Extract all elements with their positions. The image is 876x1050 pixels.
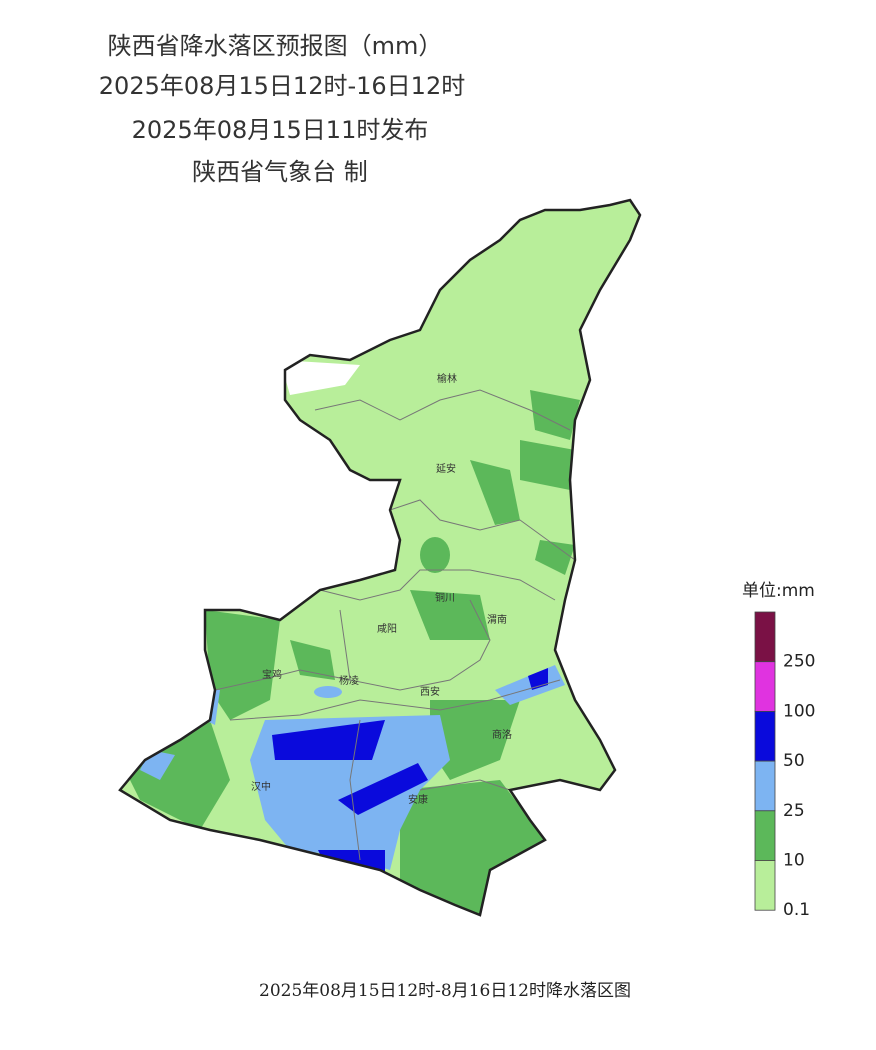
legend-label: 250 xyxy=(783,652,815,672)
legend-label: 10 xyxy=(783,851,805,871)
legend-label: 100 xyxy=(783,701,815,721)
period: 2025年08月15日12时-16日12时 xyxy=(99,72,465,100)
legend-swatch xyxy=(754,661,776,712)
legend-swatch xyxy=(754,711,776,762)
producer: 陕西省气象台 制 xyxy=(192,158,368,186)
city-label: 宝鸡 xyxy=(262,668,282,681)
city-label: 汉中 xyxy=(251,780,271,793)
city-label: 咸阳 xyxy=(377,623,397,635)
city-label: 杨凌 xyxy=(339,674,359,687)
city-boundaries xyxy=(214,389,576,861)
legend-title: 单位:mm xyxy=(742,581,815,601)
city-label: 安康 xyxy=(408,793,428,806)
city-label: 延安 xyxy=(436,462,456,475)
legend: 250 100 50 25 10 0.1 xyxy=(754,611,815,920)
issued: 2025年08月15日11时发布 xyxy=(132,116,429,144)
legend-label: 25 xyxy=(783,801,805,821)
legend-swatch xyxy=(754,760,776,812)
footer-caption: 2025年08月15日12时-8月16日12时降水落区图 xyxy=(259,981,631,1001)
city-label: 渭南 xyxy=(487,613,507,626)
legend-label: 0.1 xyxy=(783,900,810,920)
city-label: 榆林 xyxy=(437,372,457,385)
city-label: 商洛 xyxy=(492,728,512,741)
legend-label: 50 xyxy=(783,751,805,771)
legend-swatch xyxy=(754,810,776,861)
title: 陕西省降水落区预报图（mm） xyxy=(108,32,443,60)
city-label: 西安 xyxy=(420,685,440,698)
city-label: 铜川 xyxy=(435,592,455,604)
legend-swatch xyxy=(754,611,776,663)
legend-swatch xyxy=(754,860,776,911)
